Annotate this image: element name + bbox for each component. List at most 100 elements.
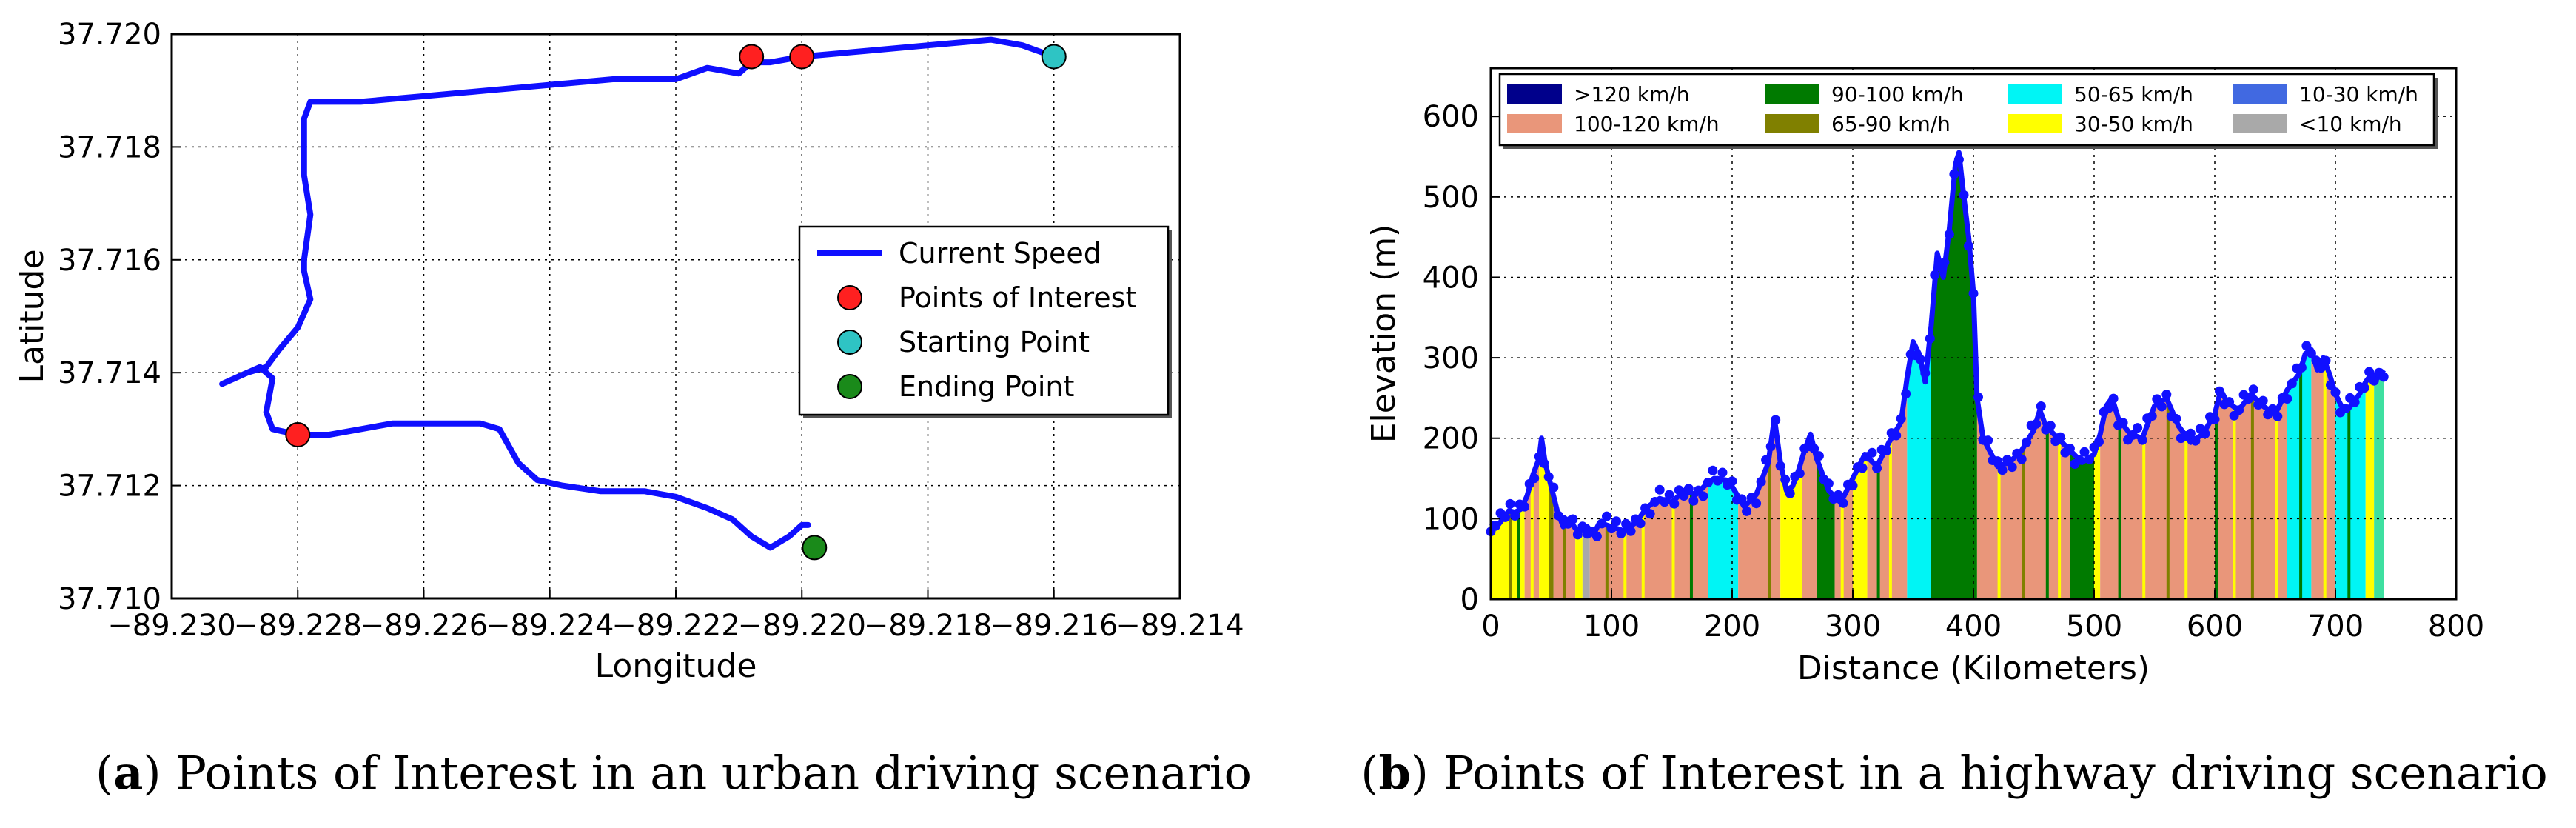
panel-b-legend-swatch	[2008, 84, 2062, 104]
panel-b-elevation-point	[2171, 413, 2181, 424]
panel-b-caption: (b) Points of Interest in a highway driv…	[1361, 746, 2548, 800]
panel-b-elevation-point	[2273, 411, 2283, 421]
panel-b-elevation-point	[1742, 506, 1752, 516]
panel-b-elevation-point	[2185, 428, 2196, 438]
panel-b-x-tick-label: 500	[2066, 610, 2122, 644]
panel-b-elevation-point	[2267, 404, 2278, 414]
panel-b-elevation-point	[1838, 498, 1848, 508]
panel-b-elevation-point	[2282, 394, 2292, 404]
panel-a-markers	[285, 44, 1067, 561]
panel-b-elevation-point	[1959, 190, 1969, 200]
panel-a-caption-text: Points of Interest in an urban driving s…	[175, 746, 1252, 800]
panel-b-y-axis-label: Elevation (m)	[1365, 224, 1403, 444]
panel-a-x-tick-label: −89.226	[360, 609, 488, 643]
panel-b-elevation-point	[1901, 389, 1911, 399]
panel-a-x-tick-label: −89.214	[1116, 609, 1244, 643]
panel-b-elevation-point	[2084, 454, 2094, 464]
panel-a-y-tick-label: 37.720	[58, 18, 161, 52]
panel-b-elevation-point	[1915, 354, 1925, 364]
panel-b-elevation-point	[1621, 518, 1631, 529]
panel-b-elevation-point	[1993, 456, 2003, 467]
panel-b-elevation-point	[2215, 386, 2224, 396]
panel-b-elevation-line	[1486, 150, 2389, 541]
panel-b-elevation-point	[1872, 463, 1882, 473]
panel-b-elevation-point	[2074, 455, 2084, 465]
panel-b-elevation-point	[1510, 511, 1520, 521]
panel-b-elevation-point	[2369, 375, 2379, 386]
panel-a-legend-label: Current Speed	[899, 237, 1101, 270]
panel-b-elevation-point	[1867, 447, 1877, 458]
panel-b-y-tick-label: 400	[1423, 261, 1479, 295]
panel-b-elevation-point	[1500, 512, 1511, 522]
panel-b-legend-label: 50-65 km/h	[2074, 82, 2193, 107]
panel-b-elevation-point	[1953, 155, 1964, 165]
panel-b-elevation-point	[1491, 521, 1500, 531]
panel-a-route-line	[219, 36, 1057, 551]
panel-b-letter: b	[1378, 746, 1410, 800]
panel-b-elevation-point	[2055, 432, 2065, 442]
panel-b-elevation-point	[2156, 401, 2167, 412]
panel-b-elevation-point	[1688, 495, 1699, 506]
panel-b-elevation-point	[2234, 405, 2244, 415]
panel-a-legend: Current Speed Points of Interest Starting …	[798, 225, 1172, 418]
panel-b-elevation-point	[1848, 481, 1858, 491]
panel-b-x-tick-label: 200	[1704, 610, 1760, 644]
panel-b-elevation-point	[2210, 414, 2220, 424]
panel-b-y-tick-label: 600	[1423, 100, 1479, 134]
panel-b-elevation-point	[2330, 387, 2341, 398]
panel-b-elevation-point	[1920, 368, 1931, 378]
panel-b-elevation-point	[1534, 452, 1544, 461]
panel-b-x-ticks: 0 100 200 300 400 500 600 700 800	[1481, 590, 2484, 644]
panel-b-elevation-point	[1997, 465, 2008, 475]
panel-b-legend-swatch	[1765, 84, 1819, 104]
panel-b-elevation-point	[2326, 380, 2335, 390]
panel-b-elevation-point	[1708, 465, 1718, 475]
panel-b-elevation-point	[2311, 355, 2321, 366]
panel-b-legend-label: 90-100 km/h	[1831, 82, 1964, 107]
panel-b-legend-swatch	[2233, 84, 2287, 104]
panel-b-legend-swatch	[1507, 114, 1562, 133]
panel-b-legend-label: <10 km/h	[2299, 112, 2402, 136]
panel-b-y-tick-label: 300	[1423, 341, 1479, 375]
panel-b-elevation-point	[1568, 514, 1578, 524]
panel-b-elevation-point	[2306, 348, 2316, 358]
panel-b-y-tick-label: 500	[1423, 181, 1479, 215]
panel-b-elevation-point	[1591, 531, 1602, 541]
panel-b-elevation-point	[1833, 490, 1843, 500]
panel-a-poi-marker	[285, 422, 311, 448]
panel-b-y-tick-label: 0	[1460, 583, 1479, 617]
panel-a-y-tick-label: 37.712	[58, 470, 161, 504]
panel-b-elevation-point	[1577, 521, 1588, 532]
panel-b-elevation-point	[1785, 488, 1795, 498]
panel-a-route	[219, 36, 1057, 551]
panel-b-elevation-point	[2340, 404, 2350, 413]
panel-b-elevation-point	[1930, 270, 1940, 280]
panel-b-x-tick-label: 300	[1825, 610, 1881, 644]
panel-b-speed-stripe	[2323, 153, 2327, 599]
panel-b-y-ticks: 0 100 200 300 400 500 600	[1423, 100, 1500, 617]
panel-b-legend-label: 30-50 km/h	[2074, 112, 2193, 136]
panel-b-elevation-point	[1925, 333, 1935, 344]
panel-b-elevation-point	[1549, 482, 1559, 493]
panel-b-x-axis-label: Distance (Kilometers)	[1797, 650, 2150, 687]
panel-b-elevation-point	[1809, 444, 1819, 454]
panel-b-legend-label: 100-120 km/h	[1574, 112, 1720, 136]
panel-b-elevation-point	[2002, 455, 2013, 465]
panel-b-elevation-point	[1660, 497, 1670, 507]
panel-a-x-tick-label: −89.228	[234, 609, 362, 643]
panel-a-start-marker	[1041, 44, 1067, 70]
panel-a-y-ticks: 37.710 37.712 37.714 37.716 37.718 37.720	[58, 18, 181, 616]
panel-a-x-tick-label: −89.218	[864, 609, 992, 643]
panel-b-elevation-point	[2108, 393, 2119, 404]
panel-b-legend-label: >120 km/h	[1574, 82, 1689, 107]
panel-b-elevation-point	[1882, 446, 1892, 455]
panel-b-legend-swatch	[2233, 114, 2287, 133]
panel-b-elevation-point	[1814, 451, 1824, 461]
panel-b-elevation-point	[2104, 403, 2114, 413]
panel-b-elevation-point	[1572, 530, 1583, 540]
panel-b-x-tick-label: 400	[1945, 610, 2002, 644]
panel-b-elevation-point	[1698, 491, 1708, 501]
panel-b-y-tick-label: 200	[1423, 422, 1479, 456]
panel-b-elevation-point	[1857, 463, 1868, 473]
